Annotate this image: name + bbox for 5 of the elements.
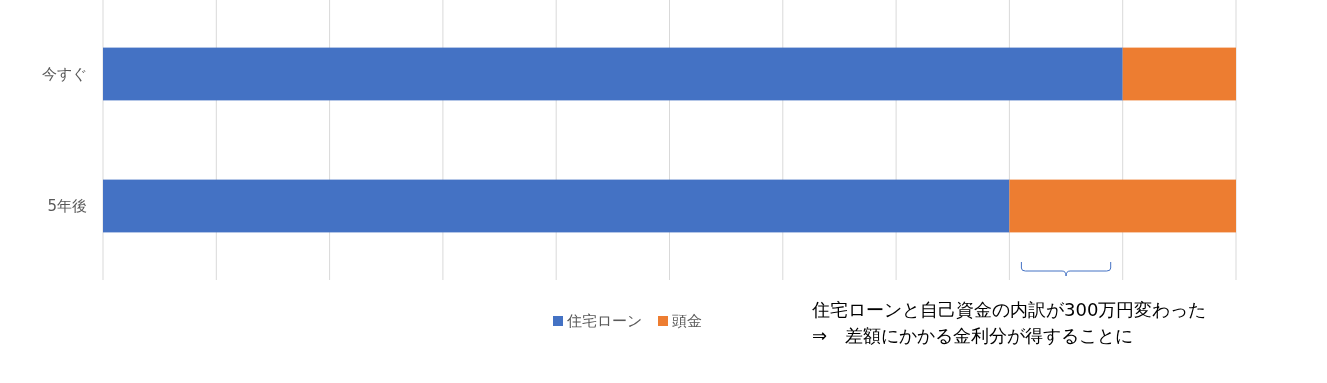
y-tick-label: 今すぐ xyxy=(42,65,87,83)
legend-label: 頭金 xyxy=(672,312,702,330)
legend-label: 住宅ローン xyxy=(566,312,642,330)
text: 住宅ローンと自己資金の内訳が300万円変わった ⇒ 差額にかかる金利分が得することに xyxy=(811,299,1207,346)
y-tick-label: 5年後 xyxy=(47,197,87,215)
